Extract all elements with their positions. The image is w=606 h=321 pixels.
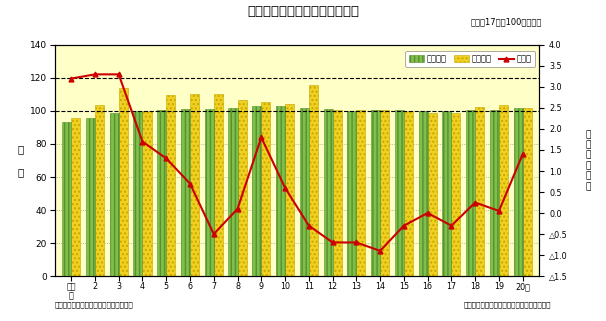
変化率 [258,135,265,139]
Bar [110,113,119,276]
Bar [395,110,404,276]
Bar [205,109,214,276]
Line: 変化率: 変化率 [68,72,525,253]
Bar [228,108,238,276]
変化率 [329,240,336,244]
変化率 [234,207,241,211]
Bar [142,111,152,276]
Bar [356,110,365,276]
Bar [428,113,437,276]
Bar [214,94,223,276]
Bar [190,94,199,276]
Bar [261,102,270,276]
Bar [86,117,95,276]
Text: 図１４　消費者物価指数の推移: 図１４ 消費者物価指数の推移 [247,5,359,18]
Bar [333,110,342,276]
変化率 [305,224,313,228]
Text: 対
前
年
上
昇
率: 対 前 年 上 昇 率 [585,130,590,191]
Bar [347,111,356,276]
Text: （注）変化率は総合指数の対前年上昇率: （注）変化率は総合指数の対前年上昇率 [55,301,133,308]
変化率 [210,232,218,236]
Bar [404,111,413,276]
Bar [371,110,380,276]
Bar [181,109,190,276]
Bar [238,100,247,276]
変化率 [400,224,407,228]
Bar [419,111,428,276]
Bar [71,118,80,276]
変化率 [67,77,75,81]
Bar [285,104,294,276]
変化率 [162,156,170,160]
Bar [62,122,71,276]
変化率 [424,211,431,215]
変化率 [139,140,146,143]
Bar [490,110,499,276]
変化率 [281,186,288,190]
Bar [451,113,461,276]
変化率 [353,240,360,244]
変化率 [115,73,122,76]
Text: 資料：総務省統計局「消費者物価指数年報」: 資料：総務省統計局「消費者物価指数年報」 [464,301,551,308]
Bar [166,95,175,276]
Bar [95,105,104,276]
Bar [475,107,484,276]
Bar [276,106,285,276]
Text: 指

数: 指 数 [18,144,24,177]
Bar [157,110,166,276]
Bar [466,110,475,276]
Legend: 総合指数, 生鮮食品, 変化率: 総合指数, 生鮮食品, 変化率 [405,51,535,67]
Bar [300,108,309,276]
Bar [309,85,318,276]
変化率 [495,209,502,213]
Bar [324,109,333,276]
変化率 [376,249,384,253]
Bar [252,106,261,276]
Bar [514,108,523,276]
Text: （平成17年＝100）（％）: （平成17年＝100）（％） [471,18,542,27]
Bar [442,111,451,276]
Bar [380,110,389,276]
変化率 [187,182,194,186]
変化率 [519,152,527,156]
Bar [523,108,531,276]
Bar [119,88,128,276]
変化率 [448,224,455,228]
変化率 [92,73,99,76]
変化率 [471,201,479,204]
Bar [499,105,508,276]
Bar [133,111,142,276]
